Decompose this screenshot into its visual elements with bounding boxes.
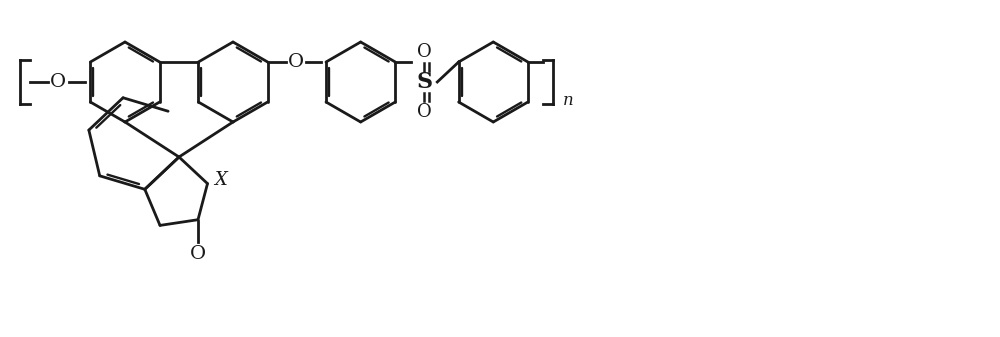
Text: O: O bbox=[50, 73, 66, 91]
Text: n: n bbox=[563, 92, 574, 109]
Text: S: S bbox=[416, 71, 432, 93]
Text: X: X bbox=[214, 171, 227, 189]
Text: O: O bbox=[288, 53, 304, 71]
Text: O: O bbox=[417, 43, 432, 61]
Text: O: O bbox=[417, 103, 432, 121]
Text: O: O bbox=[190, 245, 206, 263]
